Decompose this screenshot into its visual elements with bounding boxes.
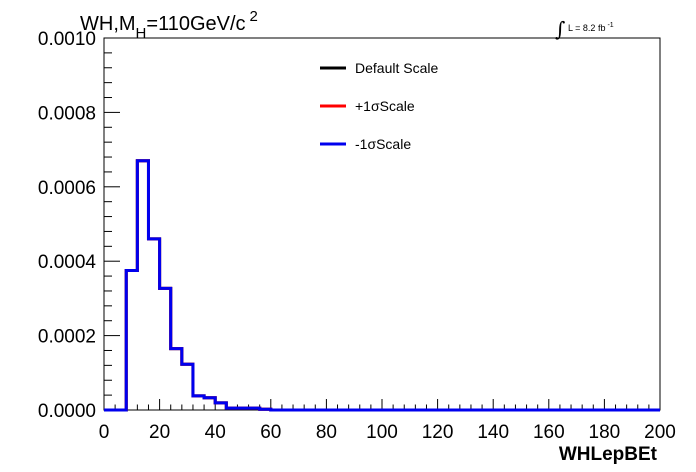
y-tick-label: 0.0010 — [38, 29, 96, 50]
series-line-0 — [104, 159, 660, 412]
y-tick-label: 0.0000 — [38, 401, 96, 422]
series-layer — [104, 159, 660, 412]
y-tick-label: 0.0002 — [38, 327, 96, 348]
x-tick-label: 60 — [260, 422, 281, 443]
y-tick-label: 0.0006 — [38, 178, 96, 199]
x-tick-label: 80 — [316, 422, 337, 443]
axes: 0 20 40 60 80 100 120 140 160 180 200 0.0000 0.0002 0… — [38, 29, 676, 443]
luminosity-label: ∫ L = 8.2 fb -1 — [555, 17, 614, 41]
legend-label: -1σScale — [355, 136, 411, 152]
x-tick-label: 180 — [589, 422, 621, 443]
x-tick-label: 0 — [99, 422, 110, 443]
x-tick-label: 160 — [533, 422, 565, 443]
y-tick-label: 0.0004 — [38, 252, 97, 273]
x-tick-label: 100 — [366, 422, 398, 443]
series-line-1 — [104, 159, 660, 412]
x-tick-label: 200 — [644, 422, 676, 443]
chart-title: WH,MH=110GeV/c 2 — [80, 8, 258, 42]
y-tick-label: 0.0008 — [38, 103, 96, 124]
x-axis-label: WHLepBEt — [559, 444, 658, 465]
legend-label: +1σScale — [355, 98, 415, 114]
legend: Default Scale +1σScale -1σScale — [320, 60, 438, 152]
plot-frame — [103, 37, 661, 411]
legend-label: Default Scale — [355, 60, 438, 76]
x-tick-label: 40 — [205, 422, 226, 443]
svg-text:L = 8.2 fb-1: L = 8.2 fb -1 — [568, 22, 614, 33]
x-tick-label: 20 — [149, 422, 170, 443]
x-tick-label: 120 — [422, 422, 454, 443]
x-tick-label: 140 — [477, 422, 509, 443]
integral-symbol: ∫ — [555, 17, 565, 41]
series-line-2 — [104, 159, 660, 412]
